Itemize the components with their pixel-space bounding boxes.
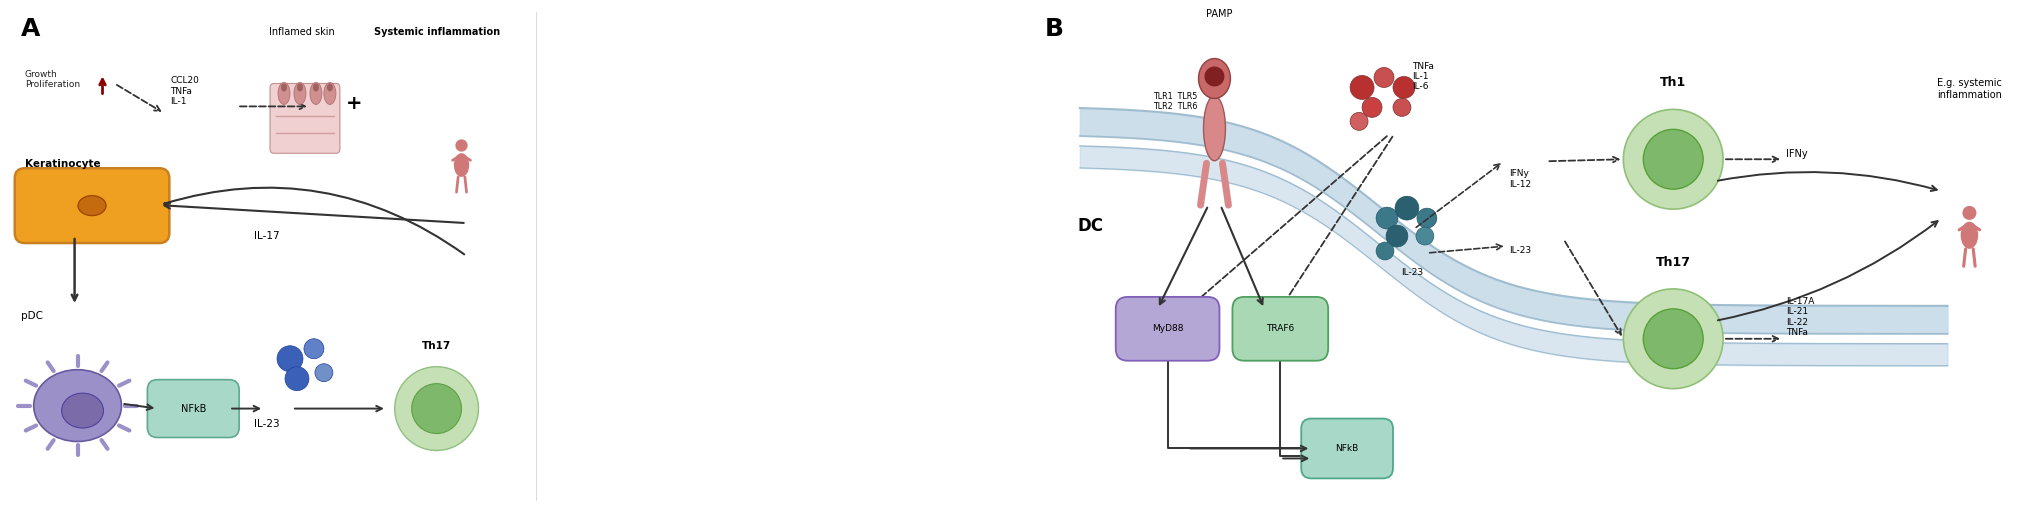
FancyArrowPatch shape bbox=[163, 188, 464, 254]
FancyBboxPatch shape bbox=[1232, 297, 1328, 361]
Ellipse shape bbox=[313, 83, 319, 91]
Ellipse shape bbox=[311, 82, 323, 104]
Circle shape bbox=[1418, 208, 1436, 228]
Text: Th1: Th1 bbox=[1661, 77, 1685, 89]
Ellipse shape bbox=[325, 82, 335, 104]
Text: Keratinocyte: Keratinocyte bbox=[25, 159, 100, 169]
Text: +: + bbox=[345, 94, 362, 113]
Circle shape bbox=[1393, 99, 1412, 117]
Text: IL-17: IL-17 bbox=[253, 231, 280, 241]
Text: IL-17A
IL-21
IL-22
TNFa: IL-17A IL-21 IL-22 TNFa bbox=[1786, 297, 1814, 337]
Text: Inflamed skin: Inflamed skin bbox=[270, 27, 335, 37]
Circle shape bbox=[1963, 206, 1976, 220]
Ellipse shape bbox=[294, 82, 306, 104]
Ellipse shape bbox=[282, 83, 286, 91]
Circle shape bbox=[394, 367, 478, 451]
Circle shape bbox=[456, 140, 468, 152]
Ellipse shape bbox=[78, 196, 106, 216]
FancyBboxPatch shape bbox=[147, 380, 239, 437]
Circle shape bbox=[1624, 289, 1722, 389]
FancyBboxPatch shape bbox=[1301, 419, 1393, 478]
Circle shape bbox=[1393, 77, 1416, 99]
Ellipse shape bbox=[296, 83, 302, 91]
Ellipse shape bbox=[1203, 96, 1226, 161]
Text: PAMP: PAMP bbox=[1205, 9, 1232, 18]
FancyBboxPatch shape bbox=[1115, 297, 1220, 361]
Text: IFNy
IL-12: IFNy IL-12 bbox=[1508, 169, 1530, 189]
Circle shape bbox=[1205, 66, 1224, 86]
Ellipse shape bbox=[61, 393, 104, 428]
Ellipse shape bbox=[1961, 222, 1978, 249]
Circle shape bbox=[411, 384, 462, 433]
Circle shape bbox=[278, 346, 302, 371]
Ellipse shape bbox=[1199, 59, 1230, 99]
Circle shape bbox=[1350, 112, 1369, 130]
Circle shape bbox=[1385, 225, 1408, 247]
Circle shape bbox=[1416, 227, 1434, 245]
Text: Th17: Th17 bbox=[1655, 256, 1692, 269]
Text: IL-23: IL-23 bbox=[1508, 246, 1530, 255]
Text: DC: DC bbox=[1079, 217, 1103, 235]
Text: A: A bbox=[20, 17, 41, 41]
Ellipse shape bbox=[454, 153, 470, 177]
Text: pDC: pDC bbox=[20, 311, 43, 321]
Circle shape bbox=[1377, 207, 1397, 229]
Circle shape bbox=[304, 339, 325, 359]
Text: NFkB: NFkB bbox=[1336, 444, 1359, 453]
Text: IL-23: IL-23 bbox=[1401, 268, 1424, 277]
Circle shape bbox=[1375, 67, 1393, 87]
Text: TRAF6: TRAF6 bbox=[1267, 324, 1295, 333]
Circle shape bbox=[1363, 98, 1381, 118]
Circle shape bbox=[315, 364, 333, 382]
Text: TLR1  TLR5
TLR2  TLR6: TLR1 TLR5 TLR2 TLR6 bbox=[1152, 91, 1197, 111]
Text: NFkB: NFkB bbox=[180, 404, 206, 413]
Text: Th17: Th17 bbox=[423, 341, 452, 351]
Text: MyD88: MyD88 bbox=[1152, 324, 1183, 333]
Text: TNFa
IL-1
IL-6: TNFa IL-1 IL-6 bbox=[1412, 61, 1434, 91]
Circle shape bbox=[1624, 109, 1722, 209]
Text: Systemic inflammation: Systemic inflammation bbox=[374, 27, 501, 37]
FancyBboxPatch shape bbox=[14, 168, 170, 243]
Circle shape bbox=[1643, 129, 1704, 189]
Text: IL-23: IL-23 bbox=[253, 419, 280, 429]
Text: Growth
Proliferation: Growth Proliferation bbox=[25, 69, 80, 89]
Circle shape bbox=[1643, 309, 1704, 369]
Circle shape bbox=[1350, 76, 1375, 100]
Ellipse shape bbox=[278, 82, 290, 104]
FancyBboxPatch shape bbox=[270, 83, 339, 153]
Circle shape bbox=[1395, 196, 1420, 220]
Ellipse shape bbox=[327, 83, 333, 91]
Text: CCL20
TNFa
IL-1: CCL20 TNFa IL-1 bbox=[170, 77, 200, 106]
Ellipse shape bbox=[33, 369, 121, 442]
Circle shape bbox=[286, 367, 308, 390]
Text: E.g. systemic
inflammation: E.g. systemic inflammation bbox=[1937, 79, 2002, 100]
Text: IFNy: IFNy bbox=[1786, 149, 1808, 159]
Circle shape bbox=[1377, 242, 1393, 260]
Text: B: B bbox=[1044, 17, 1064, 41]
